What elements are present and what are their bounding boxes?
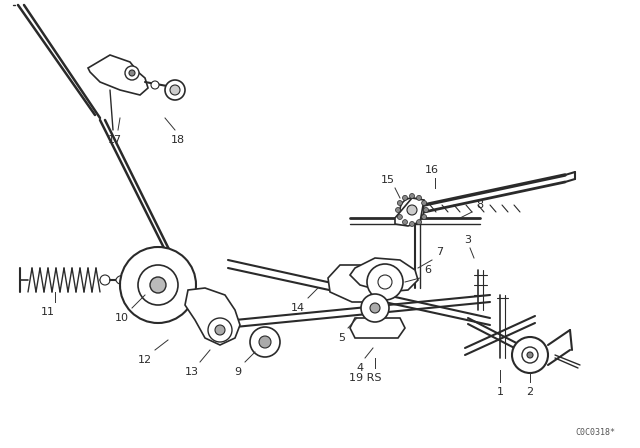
Circle shape [150, 277, 166, 293]
Text: 1: 1 [497, 387, 504, 397]
Text: 18: 18 [171, 135, 185, 145]
Text: 10: 10 [115, 313, 129, 323]
Circle shape [397, 201, 403, 206]
Polygon shape [350, 258, 418, 292]
Circle shape [165, 80, 185, 100]
Circle shape [522, 347, 538, 363]
Polygon shape [395, 198, 424, 226]
Polygon shape [350, 318, 405, 338]
Text: 6: 6 [424, 265, 431, 275]
Text: 15: 15 [381, 175, 395, 185]
Circle shape [170, 85, 180, 95]
Text: 4: 4 [356, 363, 364, 373]
Text: 11: 11 [41, 307, 55, 317]
Circle shape [208, 318, 232, 342]
Circle shape [410, 221, 415, 227]
Circle shape [361, 294, 389, 322]
Circle shape [403, 195, 408, 200]
Circle shape [250, 327, 280, 357]
Circle shape [100, 275, 110, 285]
Text: 12: 12 [138, 355, 152, 365]
Circle shape [424, 207, 429, 212]
Ellipse shape [116, 275, 134, 285]
Text: 13: 13 [185, 367, 199, 377]
Text: 17: 17 [108, 135, 122, 145]
Circle shape [422, 201, 427, 206]
Circle shape [410, 194, 415, 198]
Circle shape [129, 70, 135, 76]
Circle shape [259, 336, 271, 348]
Circle shape [367, 264, 403, 300]
Circle shape [120, 247, 196, 323]
Text: 19 RS: 19 RS [349, 373, 381, 383]
Circle shape [400, 198, 424, 222]
Text: 16: 16 [425, 165, 439, 175]
Circle shape [396, 207, 401, 212]
Circle shape [370, 303, 380, 313]
Circle shape [215, 325, 225, 335]
Circle shape [422, 215, 427, 220]
Text: 2: 2 [527, 387, 534, 397]
Text: C0C0318*: C0C0318* [575, 427, 615, 436]
Polygon shape [328, 265, 378, 302]
Text: 8: 8 [476, 200, 484, 210]
Circle shape [512, 337, 548, 373]
Circle shape [407, 205, 417, 215]
Circle shape [403, 220, 408, 224]
Circle shape [417, 220, 422, 224]
Circle shape [125, 66, 139, 80]
Circle shape [378, 275, 392, 289]
Text: 14: 14 [291, 303, 305, 313]
Polygon shape [185, 288, 240, 345]
Text: 5: 5 [339, 333, 346, 343]
Circle shape [138, 265, 178, 305]
Circle shape [417, 195, 422, 200]
Text: 3: 3 [465, 235, 472, 245]
Circle shape [527, 352, 533, 358]
Polygon shape [88, 55, 148, 95]
Text: 7: 7 [436, 247, 444, 257]
Text: 9: 9 [234, 367, 241, 377]
Circle shape [151, 81, 159, 89]
Circle shape [397, 215, 403, 220]
